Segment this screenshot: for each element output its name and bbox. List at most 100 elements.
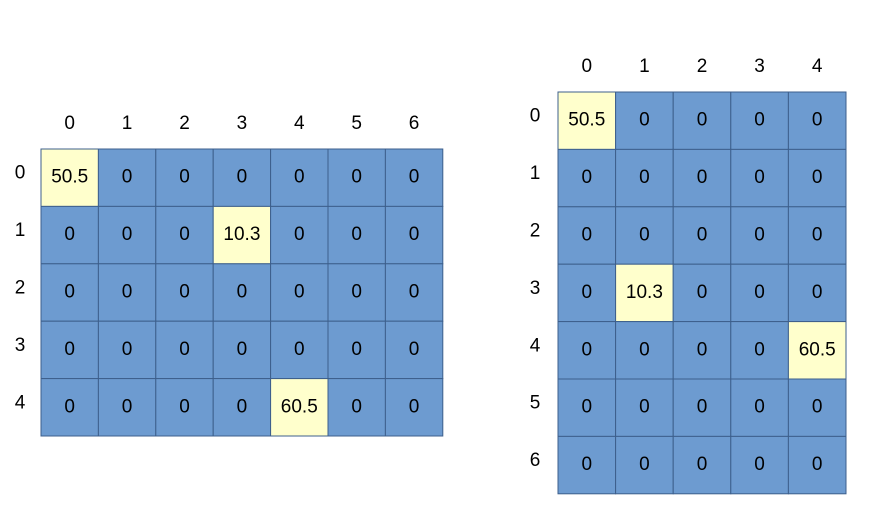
cell-value: 0 [237, 167, 248, 188]
cell-value: 0 [179, 167, 190, 188]
cell [97, 320, 157, 380]
cell-value: 50.5 [51, 167, 88, 188]
cell [730, 321, 789, 380]
cell-value: 0 [122, 282, 133, 303]
cell [270, 205, 329, 265]
cell [97, 148, 157, 207]
cell-value: 0 [122, 339, 133, 360]
row-label: 4 [15, 392, 26, 413]
cell-value: 0 [294, 224, 305, 245]
row-label: 0 [530, 106, 541, 127]
row-label: 4 [530, 335, 541, 356]
cell-value: 60.5 [799, 339, 836, 360]
cell [384, 205, 444, 265]
cell-value: 0 [812, 110, 823, 131]
cell [672, 206, 732, 265]
cell-value: 0 [582, 454, 593, 475]
column-label: 4 [294, 113, 305, 134]
cell [557, 263, 617, 323]
cell [40, 205, 99, 265]
cell [327, 320, 386, 380]
cell-value: 0 [697, 110, 708, 131]
cell [730, 435, 789, 495]
cell-value: 0 [754, 167, 765, 188]
cell-value: 0 [237, 339, 248, 360]
row-label: 6 [530, 450, 541, 471]
cell [327, 148, 386, 207]
cell-value: 10.3 [626, 282, 663, 303]
column-label: 3 [237, 113, 248, 134]
cell-value: 0 [409, 167, 420, 188]
cell-value: 0 [409, 339, 420, 360]
cell-value: 0 [812, 454, 823, 475]
cell [384, 263, 444, 322]
cell-value: 0 [697, 282, 708, 303]
cell [672, 435, 732, 495]
column-label: 2 [179, 113, 190, 134]
cell-value: 0 [697, 167, 708, 188]
cell-value: 0 [179, 282, 190, 303]
cell-value: 0 [179, 339, 190, 360]
cell [97, 263, 157, 322]
row-label: 1 [15, 220, 26, 241]
cell [557, 206, 617, 265]
cell [384, 320, 444, 380]
cell-value: 0 [754, 397, 765, 418]
cell [40, 148, 99, 207]
column-label: 1 [122, 113, 133, 134]
column-label: 6 [409, 113, 420, 134]
column-label: 2 [697, 56, 708, 77]
cell-value: 0 [409, 282, 420, 303]
cell [672, 263, 732, 323]
cell-value: 0 [409, 396, 420, 417]
cell-value: 0 [754, 339, 765, 360]
cell-value: 0 [754, 225, 765, 246]
cell [155, 263, 214, 322]
cell-value: 0 [697, 454, 708, 475]
column-label: 1 [639, 56, 650, 77]
cell-value: 0 [351, 396, 362, 417]
column-label: 0 [64, 113, 75, 134]
cell-value: 0 [64, 396, 75, 417]
cell-value: 0 [697, 397, 708, 418]
cell [557, 435, 617, 495]
cell [730, 263, 789, 323]
cell-value: 0 [582, 225, 593, 246]
row-label: 2 [15, 278, 26, 299]
row-label: 5 [530, 393, 541, 414]
cell [40, 320, 99, 380]
cell [787, 263, 847, 323]
cell-value: 0 [351, 167, 362, 188]
cell-value: 0 [697, 339, 708, 360]
cell [615, 91, 674, 150]
cell-value: 0 [754, 282, 765, 303]
cell-value: 50.5 [568, 110, 605, 131]
cell-value: 0 [812, 167, 823, 188]
row-label: 3 [530, 278, 541, 299]
cell [270, 263, 329, 322]
cell [730, 378, 789, 437]
cell [155, 148, 214, 207]
column-label: 0 [582, 56, 593, 77]
row-label: 0 [15, 163, 26, 184]
cell [787, 435, 847, 495]
cell-value: 0 [122, 396, 133, 417]
cell [155, 205, 214, 265]
cell-value: 0 [639, 339, 650, 360]
cell [672, 148, 732, 208]
cell [212, 320, 272, 380]
cell [384, 378, 444, 437]
cell [40, 378, 99, 437]
cell-value: 10.3 [223, 224, 260, 245]
cell-value: 0 [179, 396, 190, 417]
cell-value: 0 [697, 225, 708, 246]
cell-value: 0 [639, 167, 650, 188]
row-label: 3 [15, 335, 26, 356]
cell-value: 0 [294, 339, 305, 360]
cell-value: 0 [639, 110, 650, 131]
cell [730, 206, 789, 265]
cell [730, 91, 789, 150]
cell-value: 0 [237, 396, 248, 417]
cell-value: 0 [64, 339, 75, 360]
cell [615, 435, 674, 495]
